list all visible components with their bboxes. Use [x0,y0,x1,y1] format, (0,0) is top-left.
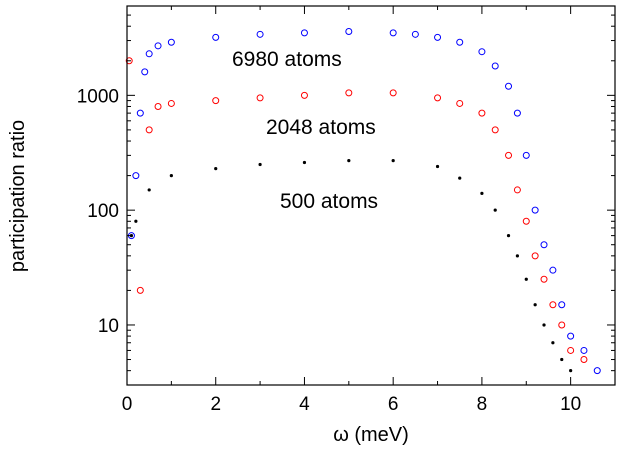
data-point [214,167,218,171]
data-points [125,27,601,375]
data-point [522,151,530,159]
data-point [593,367,601,375]
data-point [531,252,539,260]
data-point [136,286,144,294]
data-point [132,172,140,180]
data-point [522,217,530,225]
data-point [567,332,575,340]
data-point [154,102,162,110]
data-point [456,99,464,107]
data-point [549,301,557,309]
data-point [505,151,513,159]
series-500-atoms [129,159,573,373]
data-point [136,109,144,117]
data-point [145,126,153,134]
axis-ticks [126,5,615,386]
data-point [569,369,573,373]
data-point [478,109,486,117]
data-point [540,275,548,283]
y-tick-label: 10 [98,316,119,337]
data-point [141,68,149,76]
data-point [391,159,395,163]
x-tick-label: 8 [477,394,488,415]
x-tick-label: 0 [122,394,133,415]
data-point [491,126,499,134]
data-point [491,62,499,70]
data-point [513,186,521,194]
data-point [580,346,588,354]
data-point [169,173,173,178]
data-point [434,33,442,41]
data-point [167,99,175,107]
y-tick-label: 1000 [77,86,119,107]
data-point [505,82,513,90]
data-point [134,219,138,223]
data-point [567,346,575,354]
x-tick-label: 2 [210,394,221,415]
data-point [389,89,397,97]
series-label-2048-atoms: 2048 atoms [266,116,376,139]
data-point [580,356,588,364]
series-6980-atoms [127,27,601,375]
data-point [212,97,220,105]
data-point [154,42,162,50]
data-point [258,162,262,167]
y-tick-label: 100 [87,201,119,222]
data-point [125,57,133,65]
x-tick-label: 10 [560,394,581,415]
data-point [515,254,520,258]
data-point [145,50,153,58]
series-2048-atoms [125,57,588,364]
data-point [411,30,419,38]
data-point [531,206,539,214]
series-label-500-atoms: 500 atoms [280,190,378,213]
data-point [345,27,353,35]
data-point [212,33,220,41]
data-point [493,208,497,212]
x-axis-title: ω (meV) [333,424,409,446]
data-point [524,277,528,281]
data-point [456,38,464,46]
data-point [389,29,397,37]
y-axis-title: participation ratio [7,120,29,272]
data-point [302,160,307,165]
data-point [551,341,555,345]
data-point [435,164,440,169]
data-point [147,188,151,192]
data-point [558,301,566,309]
data-point [542,323,546,327]
data-point [549,266,557,274]
data-point [256,94,264,102]
data-point [434,94,442,102]
x-tick-label: 6 [388,394,399,415]
data-point [300,29,308,37]
data-point [458,176,462,180]
data-point [345,89,353,97]
data-point [513,109,521,117]
data-point [300,91,308,99]
axis-tick-labels: 0 2 4 6 8 10 10 100 1000 [77,86,581,415]
data-point [558,321,566,329]
data-point [167,38,175,46]
x-tick-label: 4 [299,394,310,415]
data-point [347,159,351,163]
plot-frame [126,5,616,386]
data-point [540,241,548,249]
data-point [480,191,484,195]
data-point [129,234,134,238]
series-label-6980-atoms: 6980 atoms [232,48,342,71]
data-point [560,357,564,362]
data-point [478,48,486,56]
data-point [506,234,511,238]
data-point [533,303,537,307]
data-point [256,30,264,38]
